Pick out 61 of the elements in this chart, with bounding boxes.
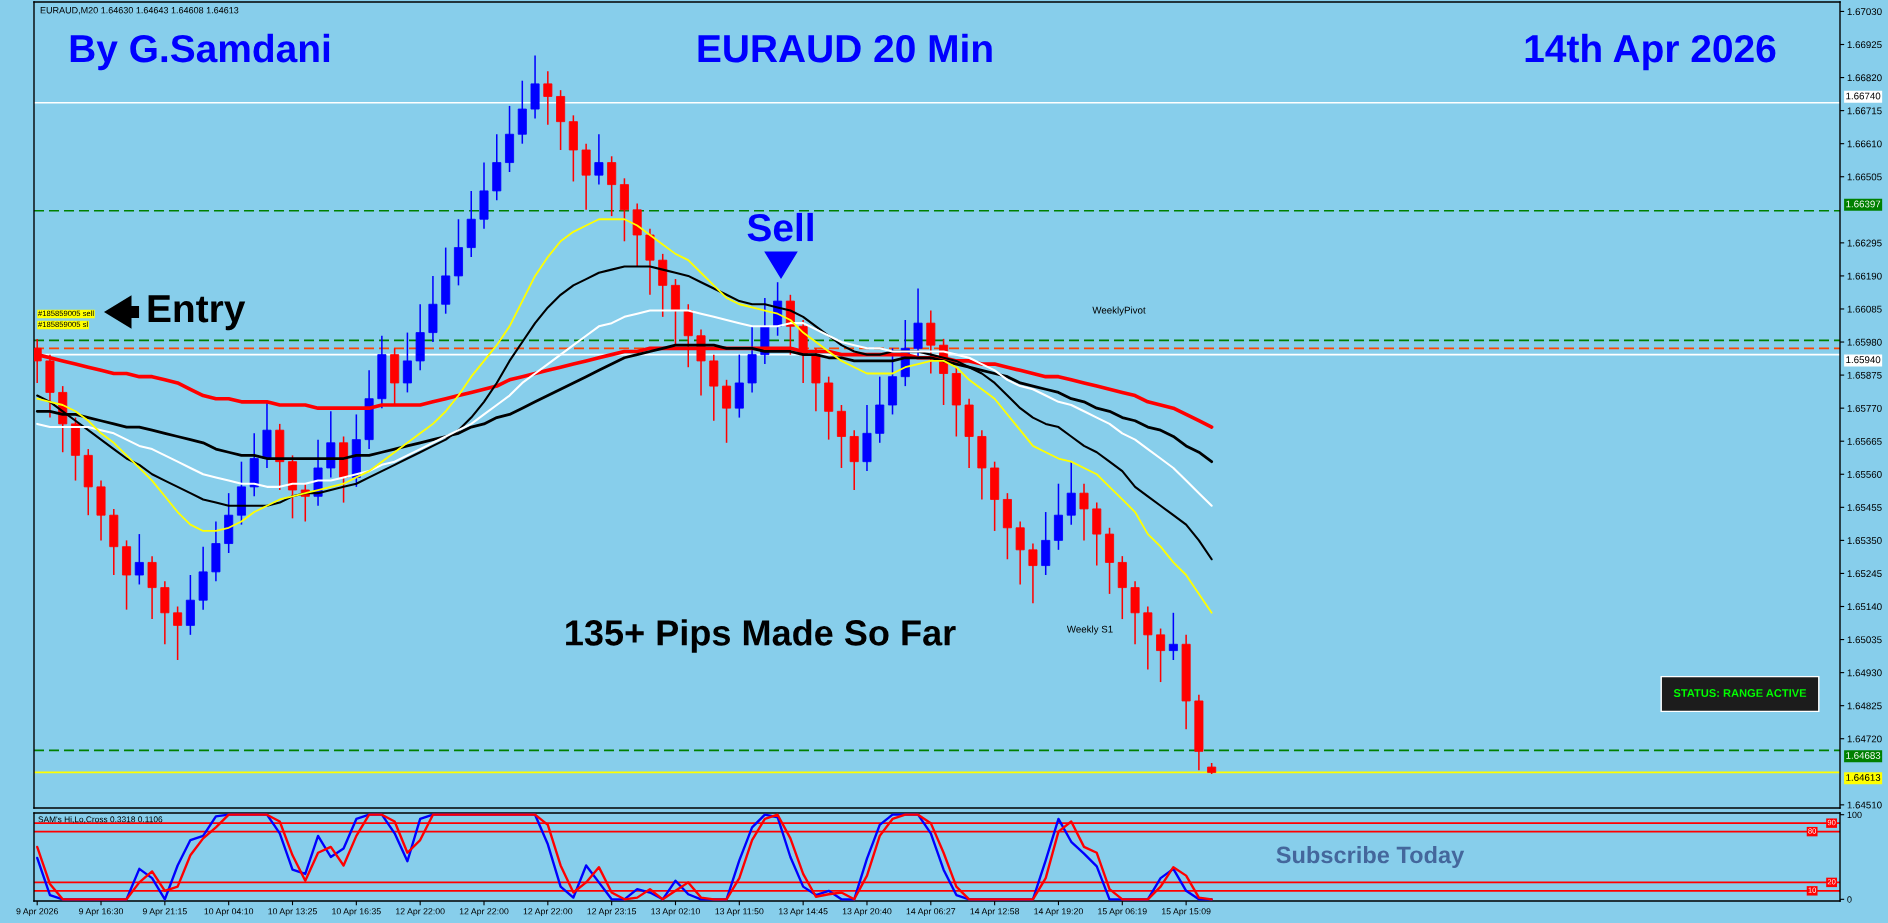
y-tick-label: 1.67030	[1847, 8, 1882, 16]
text: 14th Apr 2026	[1525, 33, 1776, 71]
y-tick-label: 1.65350	[1847, 537, 1882, 544]
x-tick-label: 15 Apr 15:09	[1161, 908, 1211, 917]
y-tick-label: 1.65875	[1847, 371, 1882, 379]
x-tick-label: 10 Apr 16:35	[332, 908, 381, 917]
x-tick-label: 12 Apr 22:00	[459, 908, 509, 917]
x-tick-label: 10 Apr 13:25	[268, 908, 317, 917]
y-tick-label: 1.64930	[1847, 669, 1882, 677]
x-tick-label: 13 Apr 20:40	[842, 908, 892, 917]
x-tick-label: 15 Apr 06:19	[1098, 908, 1147, 917]
y-tick-label: 1.65245	[1847, 570, 1882, 578]
x-tick-label: 13 Apr 11:50	[715, 908, 764, 917]
text: EURAUD 20 Min	[698, 33, 992, 63]
x-tick-label: 14 Apr 06:27	[906, 908, 956, 917]
x-tick-label: 9 Apr 16:30	[79, 908, 124, 917]
y-tick-label: 1.64825	[1847, 702, 1882, 710]
text: STATUS: RANGE ACTIVE	[1673, 689, 1807, 697]
chart-title: SAM's Hi,Lo,Cross 0.3318 0.1106	[38, 816, 163, 824]
x-tick-label: 10 Apr 04:10	[204, 908, 254, 917]
ref-line-label: 1.64683	[1846, 752, 1881, 759]
y-tick-label: 1.66190	[1847, 272, 1882, 280]
annotation: Weekly S1	[1066, 625, 1113, 635]
y-tick-label: 1.65140	[1847, 603, 1882, 611]
y-tick-label: 1.65665	[1847, 437, 1882, 445]
x-tick-label: 12 Apr 22:00	[523, 908, 573, 917]
y-tick-label: 1.65560	[1847, 471, 1882, 478]
annotation: Entry	[148, 295, 246, 331]
text: Subscribe Today	[1276, 845, 1465, 869]
annotation: EURAUD,M20 1.64630 1.64643 1.64608 1.64613	[40, 7, 239, 15]
annotation: Sell	[747, 212, 813, 242]
y-tick-label: 0	[1847, 896, 1852, 903]
ref-line-label: 1.65940	[1846, 356, 1881, 364]
y-tick-label: 1.65770	[1847, 404, 1882, 412]
y-tick-label: 1.65035	[1847, 636, 1882, 644]
y-tick-label: 1.66085	[1847, 305, 1882, 313]
y-tick-label: 1.66505	[1847, 173, 1882, 181]
y-tick-label: 1.66295	[1847, 239, 1882, 247]
annotation: 135+ Pips Made So Far	[566, 619, 956, 653]
x-tick-label: 14 Apr 19:20	[1034, 908, 1083, 917]
x-tick-label: 9 Apr 21:15	[142, 908, 187, 917]
x-tick-label: 9 Apr 2026	[16, 908, 58, 917]
x-tick-label: 13 Apr 14:45	[779, 908, 828, 917]
x-tick-label: 12 Apr 22:00	[396, 908, 445, 917]
ref-line-label: 1.66397	[1846, 200, 1881, 208]
annotation: By G.Samdani	[70, 33, 330, 71]
y-tick-label: 1.66925	[1847, 41, 1882, 49]
x-tick-label: 12 Apr 23:15	[587, 908, 637, 917]
annotation: WeeklyPivot	[1092, 306, 1146, 316]
ref-line-label: 1.64613	[1846, 774, 1881, 781]
y-tick-label: 1.66715	[1847, 107, 1882, 115]
y-tick-label: 1.64510	[1847, 801, 1882, 809]
y-tick-label: 1.65980	[1847, 338, 1882, 346]
x-tick-label: 13 Apr 02:10	[651, 908, 700, 917]
y-tick-label: 1.65455	[1847, 504, 1882, 511]
x-tick-label: 14 Apr 12:58	[970, 908, 1020, 917]
y-tick-label: 100	[1847, 811, 1862, 819]
y-tick-label: 1.64720	[1847, 735, 1882, 743]
y-tick-label: 1.66610	[1847, 140, 1882, 148]
ref-line-label: 1.66740	[1846, 92, 1881, 100]
y-tick-label: 1.66820	[1847, 74, 1882, 82]
